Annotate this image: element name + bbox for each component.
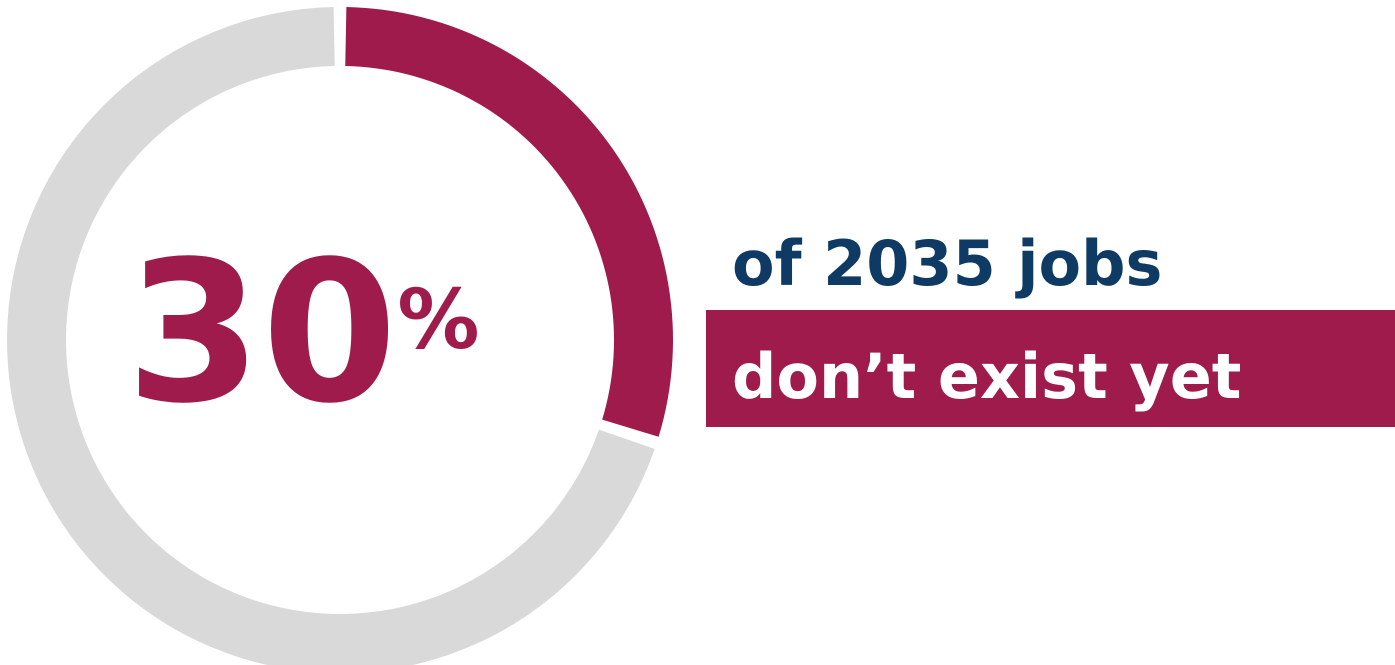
donut-chart xyxy=(7,7,674,665)
donut-slice-highlight xyxy=(345,7,674,437)
caption-line-2: don’t exist yet xyxy=(732,340,1241,413)
caption-line-1: of 2035 jobs xyxy=(732,227,1162,300)
percentage-number: 30 xyxy=(126,219,397,446)
caption-highlight-band xyxy=(706,310,1395,427)
percentage-sign: % xyxy=(397,273,479,368)
percentage-value: 30% xyxy=(126,219,480,446)
